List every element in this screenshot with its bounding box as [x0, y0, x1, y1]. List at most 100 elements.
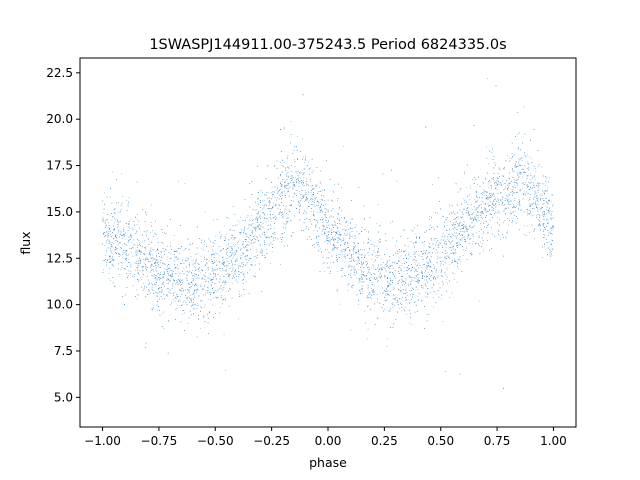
data-point [403, 258, 404, 259]
data-point [500, 182, 501, 183]
data-point [332, 236, 334, 238]
data-point [121, 173, 123, 175]
data-point [475, 214, 477, 215]
data-point [245, 264, 247, 266]
data-point [109, 234, 111, 235]
data-point [194, 273, 196, 275]
data-point [266, 248, 268, 250]
data-point [372, 263, 374, 265]
data-point [384, 274, 385, 276]
data-point [176, 266, 178, 268]
data-point [282, 226, 284, 228]
data-point [305, 194, 307, 195]
data-point [232, 258, 234, 259]
data-point [288, 196, 290, 197]
data-point [358, 258, 360, 259]
data-point [437, 282, 439, 284]
data-point [212, 250, 214, 252]
data-point [537, 182, 538, 184]
data-point [548, 203, 549, 205]
data-point [192, 270, 194, 272]
data-point [402, 280, 403, 282]
data-point [466, 259, 468, 260]
data-point [169, 258, 171, 259]
data-point [187, 279, 188, 281]
data-point [408, 258, 410, 260]
data-point [416, 251, 417, 252]
data-point [233, 244, 234, 245]
data-point [295, 177, 297, 178]
data-point [436, 257, 438, 259]
data-point [482, 182, 484, 183]
data-point [408, 275, 410, 277]
data-point [121, 235, 122, 236]
data-point [512, 187, 514, 188]
data-point [151, 251, 153, 253]
data-point [476, 207, 478, 209]
data-point [542, 231, 544, 232]
data-point [390, 327, 391, 328]
data-point [520, 209, 522, 211]
data-point [398, 260, 399, 261]
data-point [110, 280, 111, 281]
data-point [433, 240, 435, 242]
data-point [285, 224, 287, 226]
data-point [317, 205, 319, 207]
data-point [486, 215, 487, 217]
data-point [373, 266, 374, 268]
data-point [434, 277, 436, 279]
data-point [241, 271, 243, 273]
data-point [224, 225, 225, 227]
data-point [370, 293, 372, 295]
data-point [339, 223, 340, 224]
data-point [373, 294, 375, 295]
chart-title: 1SWASPJ144911.00-375243.5 Period 6824335… [149, 37, 506, 53]
data-point [245, 250, 247, 252]
data-point [112, 277, 114, 279]
data-point [111, 263, 113, 265]
data-point [401, 282, 402, 283]
data-point [528, 214, 530, 215]
data-point [189, 287, 190, 288]
data-point [453, 211, 454, 213]
data-point [552, 225, 554, 227]
data-point [536, 192, 538, 194]
data-point [425, 265, 427, 267]
data-point [230, 228, 231, 230]
data-point [551, 227, 553, 228]
data-point [327, 231, 329, 233]
data-point [228, 217, 229, 219]
data-point [326, 238, 328, 239]
data-point [454, 224, 456, 225]
data-point [218, 255, 220, 257]
data-point [157, 264, 159, 266]
data-point [444, 237, 445, 239]
data-point [426, 268, 427, 270]
data-point [214, 240, 216, 241]
data-point [432, 276, 434, 278]
data-point [449, 241, 450, 243]
data-point [111, 213, 112, 214]
data-point [502, 203, 503, 204]
data-point [380, 272, 381, 274]
data-point [543, 246, 545, 248]
data-point [304, 210, 306, 212]
data-point [337, 213, 339, 215]
data-point [520, 190, 521, 192]
data-point [498, 204, 500, 205]
data-point [482, 194, 483, 195]
data-point [490, 193, 492, 195]
data-point [407, 245, 409, 247]
data-point [186, 260, 187, 262]
data-point [351, 254, 353, 256]
data-point [135, 250, 137, 251]
data-point [231, 271, 232, 273]
data-point [344, 248, 346, 250]
data-point [194, 276, 196, 277]
data-point [204, 304, 206, 306]
data-point [230, 260, 232, 261]
data-point [325, 249, 326, 251]
data-point [129, 239, 130, 240]
data-point [506, 207, 507, 209]
data-point [296, 172, 298, 174]
